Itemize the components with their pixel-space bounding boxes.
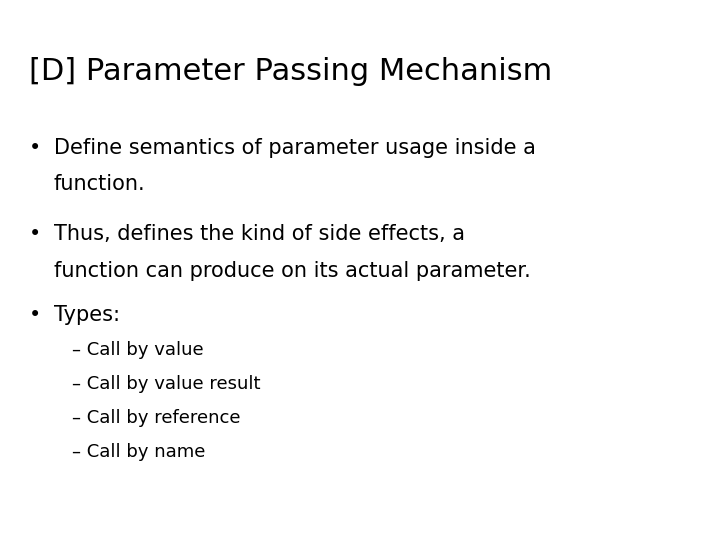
Text: – Call by value: – Call by value: [72, 341, 204, 359]
Text: Thus, defines the kind of side effects, a: Thus, defines the kind of side effects, …: [54, 224, 465, 244]
Text: [D] Parameter Passing Mechanism: [D] Parameter Passing Mechanism: [29, 57, 552, 86]
Text: – Call by reference: – Call by reference: [72, 409, 240, 427]
Text: – Call by value result: – Call by value result: [72, 375, 261, 393]
Text: Types:: Types:: [54, 305, 120, 325]
Text: •: •: [29, 224, 41, 244]
Text: – Call by name: – Call by name: [72, 443, 205, 461]
Text: function.: function.: [54, 174, 145, 194]
Text: •: •: [29, 305, 41, 325]
Text: function can produce on its actual parameter.: function can produce on its actual param…: [54, 261, 531, 281]
Text: •: •: [29, 138, 41, 158]
Text: Define semantics of parameter usage inside a: Define semantics of parameter usage insi…: [54, 138, 536, 158]
